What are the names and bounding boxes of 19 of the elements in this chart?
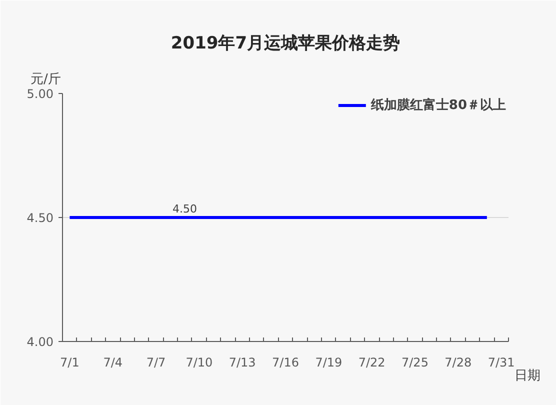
x-tick-label: 7/16: [272, 356, 299, 370]
legend-label: 纸加膜红富士80＃以上: [370, 96, 506, 114]
chart-title: 2019年7月运城苹果价格走势: [170, 34, 400, 54]
x-tick-label: 7/1: [60, 356, 80, 370]
data-label: 4.50: [172, 202, 198, 216]
x-tick-label: 7/7: [146, 356, 166, 370]
y-tick-label: 4.00: [26, 335, 54, 349]
x-tick-label: 7/19: [315, 356, 342, 370]
x-tick-label: 7/13: [228, 356, 256, 370]
y-axis-title: 元/斤: [30, 72, 61, 87]
y-tick-label: 5.00: [26, 87, 54, 101]
x-tick-label: 7/28: [444, 356, 472, 370]
y-tick-label: 4.50: [26, 211, 54, 225]
x-tick-label: 7/22: [358, 356, 386, 370]
x-tick-label: 7/4: [103, 356, 123, 370]
x-tick-label: 7/31: [488, 356, 515, 370]
x-tick-label: 7/25: [402, 356, 428, 370]
x-tick-label: 7/10: [186, 356, 213, 370]
x-axis-title: 日期: [514, 368, 540, 384]
